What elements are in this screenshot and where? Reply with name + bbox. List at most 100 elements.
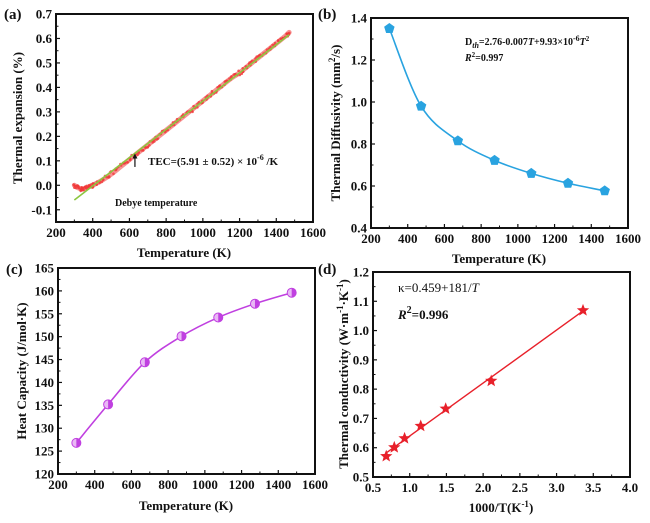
measured-point [250,59,254,63]
y-tick-label: 0.7 [36,7,53,22]
panel-b-plot: 200 400 600 800 1000 1200 1400 1600 0.4 0.6 0.8 1.0… [351,11,641,247]
conductivity-point [439,402,452,415]
measured-point [152,140,156,143]
panel-b-thermal-diffusivity: (b) 200 400 600 800 1000 1200 1400 1600 0.4 0.6 0.… [318,7,641,266]
panel-a-thermal-expansion: (a) 200 400 600 800 1000 1200 1400 1600 -0.1 0.0 0… [4,7,326,261]
y-tick-label: 160 [35,283,55,298]
measured-point [210,89,214,93]
y-tick-label: 130 [35,421,55,436]
panel-d-ylabel: Thermal conductivity (W·m-1·K-1) [335,279,351,469]
diffusivity-point [489,154,500,165]
diffusivity-point [526,167,537,178]
y-tick-label: 1.1 [353,294,369,309]
x-tick-label: 3.0 [548,480,564,495]
y-tick-label: 0.1 [36,153,52,168]
measured-point [148,144,151,147]
x-tick-label: 800 [158,477,178,492]
diffusivity-point [562,177,574,188]
measured-point [273,41,277,45]
measured-point [84,185,88,189]
measured-point [276,39,280,42]
y-tick-label: 1.2 [353,265,369,280]
x-tick-label: 1200 [227,225,253,240]
measured-point [237,69,240,73]
panel-label-b: (b) [318,7,336,23]
x-tick-label: 2.0 [475,480,491,495]
measured-point [137,151,140,155]
measured-point [82,188,85,192]
conductivity-fit-line [385,310,584,454]
measured-point [144,146,147,149]
y-tick-label: 140 [35,375,55,390]
y-tick-label: 125 [35,444,55,459]
marker-half-fill [181,331,187,341]
measured-point [100,180,104,184]
x-tick-label: 1400 [263,225,289,240]
diffusivity-point [384,23,395,33]
marker-half-fill [254,299,260,309]
panel-a-ylabel: Thermal expansion (%) [10,52,25,184]
measured-point [126,160,130,164]
x-tick-label: 1400 [265,477,291,492]
y-tick-label: 0.6 [351,179,368,194]
x-tick-label: 200 [46,225,66,240]
x-tick-label: 0.5 [365,480,382,495]
x-tick-label: 200 [361,231,381,246]
heat-capacity-fit-curve [75,291,292,444]
measured-point [112,172,115,176]
y-tick-label: 0.0 [36,178,52,193]
panel-a-xlabel: Temperature (K) [137,245,231,260]
conductivity-point [388,440,401,453]
y-tick-label: 0.7 [353,411,370,426]
y-tick-label: 0.5 [353,470,370,485]
x-tick-label: 1000 [192,477,218,492]
panel-c-xlabel: Temperature (K) [139,498,233,513]
x-tick-label: 1000 [190,225,216,240]
panel-d-xlabel: 1000/T(K-1) [469,499,534,515]
panel-b-r2: R2=0.997 [464,51,503,64]
conductivity-point [485,374,498,387]
x-tick-label: 4.0 [622,480,638,495]
conductivity-point [576,303,590,316]
debye-arrow-head [132,153,138,159]
x-tick-label: 600 [120,225,140,240]
linear-fit-line [73,34,290,201]
panel-b-equation: Dth=2.76-0.007T+9.93×10-6T2 [465,34,590,50]
y-tick-label: 165 [35,261,55,276]
y-tick-label: 155 [35,306,55,321]
y-tick-label: 0.8 [351,137,368,152]
y-tick-label: 0.2 [36,129,52,144]
marker-half-fill [108,399,113,409]
y-tick-label: 1.4 [351,11,368,26]
marker-half-fill [291,288,297,298]
x-tick-label: 1200 [229,477,255,492]
conductivity-point [380,449,393,462]
y-tick-label: 0.4 [36,80,53,95]
y-tick-label: 0.8 [353,382,370,397]
x-tick-label: 1600 [615,231,641,246]
heat-capacity-point [139,357,150,368]
measured-point [98,181,101,185]
panel-c-ylabel: Heat Capacity (J/mol·K) [14,302,29,439]
plot-frame [370,17,629,229]
x-tick-label: 1000 [505,231,531,246]
y-tick-label: 0.6 [353,440,370,455]
y-tick-label: 120 [35,467,55,482]
x-tick-label: 400 [398,231,418,246]
y-tick-label: 1.2 [351,53,367,68]
x-tick-label: 600 [122,477,142,492]
x-tick-label: 1600 [300,225,326,240]
y-tick-label: 1.0 [351,95,367,110]
x-tick-label: 800 [156,225,176,240]
measured-point [279,37,282,41]
x-tick-label: 1400 [578,231,604,246]
measured-point [233,72,237,76]
heat-capacity-point [249,298,260,309]
y-tick-label: 135 [35,398,55,413]
y-tick-label: 150 [35,329,55,344]
panel-c-plot: 200 400 600 800 1000 1200 1400 1600 120 125 130 135… [35,261,329,493]
panel-label-a: (a) [4,7,22,23]
panel-d-equation: κ=0.459+181/T [398,280,480,295]
measured-point [238,73,242,77]
